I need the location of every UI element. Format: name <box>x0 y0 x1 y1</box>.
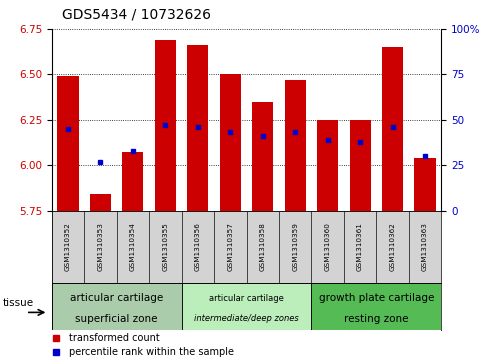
Bar <box>52 283 181 330</box>
Bar <box>122 152 143 211</box>
Text: resting zone: resting zone <box>344 314 409 323</box>
Text: GSM1310355: GSM1310355 <box>162 223 169 271</box>
Bar <box>376 211 409 283</box>
Bar <box>187 45 209 211</box>
Text: GSM1310360: GSM1310360 <box>324 223 331 271</box>
Bar <box>181 211 214 283</box>
Bar <box>117 211 149 283</box>
Bar <box>382 47 403 211</box>
Bar <box>279 211 312 283</box>
Text: percentile rank within the sample: percentile rank within the sample <box>70 347 234 357</box>
Bar <box>246 211 279 283</box>
Text: superficial zone: superficial zone <box>75 314 158 323</box>
Text: transformed count: transformed count <box>70 333 160 343</box>
Bar <box>312 211 344 283</box>
Bar <box>90 194 111 211</box>
Text: GSM1310353: GSM1310353 <box>98 223 104 271</box>
Text: articular cartilage: articular cartilage <box>70 293 163 303</box>
Text: GSM1310363: GSM1310363 <box>422 223 428 271</box>
Bar <box>415 158 435 211</box>
Bar <box>214 211 246 283</box>
Bar <box>312 283 441 330</box>
Bar <box>344 211 376 283</box>
Text: GSM1310358: GSM1310358 <box>260 223 266 271</box>
Bar <box>220 74 241 211</box>
Text: tissue: tissue <box>2 298 34 308</box>
Bar <box>317 120 338 211</box>
Text: GSM1310361: GSM1310361 <box>357 223 363 271</box>
Bar <box>84 211 117 283</box>
Text: GSM1310357: GSM1310357 <box>227 223 233 271</box>
Text: articular cartilage: articular cartilage <box>209 294 284 303</box>
Bar <box>252 102 273 211</box>
Text: GSM1310354: GSM1310354 <box>130 223 136 271</box>
Bar <box>350 120 371 211</box>
Text: GSM1310362: GSM1310362 <box>389 223 395 271</box>
Bar <box>181 283 312 330</box>
Text: GDS5434 / 10732626: GDS5434 / 10732626 <box>62 8 211 22</box>
Bar <box>58 76 78 211</box>
Bar <box>284 80 306 211</box>
Text: GSM1310359: GSM1310359 <box>292 223 298 271</box>
Text: growth plate cartilage: growth plate cartilage <box>318 293 434 303</box>
Text: GSM1310356: GSM1310356 <box>195 223 201 271</box>
Text: GSM1310352: GSM1310352 <box>65 223 71 271</box>
Bar <box>149 211 181 283</box>
Text: intermediate/deep zones: intermediate/deep zones <box>194 314 299 323</box>
Bar <box>409 211 441 283</box>
Bar <box>52 211 84 283</box>
Bar <box>155 40 176 211</box>
